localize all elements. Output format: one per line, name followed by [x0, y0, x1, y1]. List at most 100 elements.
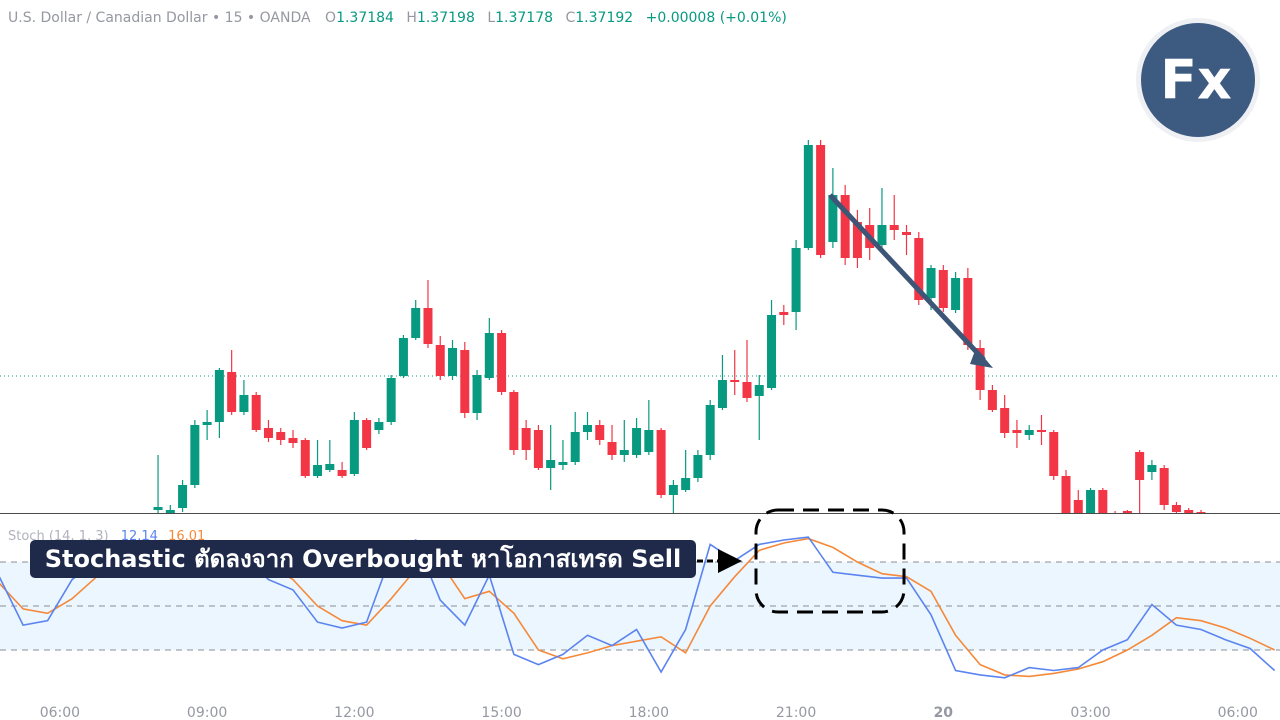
candle-body [558, 462, 568, 465]
candle-body [497, 333, 507, 392]
candle-body [1073, 500, 1083, 513]
candle-body [202, 422, 212, 425]
x-axis: 06:00 09:00 12:00 15:00 18:00 21:00 20 03:00 06:… [40, 705, 1258, 720]
candle-body [877, 225, 887, 245]
logo-text: Fx [1160, 49, 1232, 112]
candle-body [313, 465, 323, 476]
candle-body [693, 455, 703, 478]
trend-arrow-head [970, 348, 993, 368]
x-tick-label: 06:00 [1218, 705, 1258, 720]
candle-body [423, 308, 433, 344]
candle-body [349, 420, 359, 474]
highlight-box [754, 508, 906, 614]
candle-body [656, 430, 666, 495]
candle-body [902, 232, 912, 235]
candle-body [1012, 430, 1022, 433]
header: U.S. Dollar / Canadian Dollar • 15 • OAN… [8, 10, 787, 26]
candle-body [1024, 430, 1034, 435]
x-tick-label: 20 [934, 705, 954, 720]
candle-body [337, 470, 347, 476]
candle-body [1061, 476, 1071, 513]
candle-body [975, 348, 985, 390]
candle-body [374, 422, 384, 430]
candle-body [1098, 490, 1108, 513]
symbol: U.S. Dollar / Canadian Dollar • 15 • OAN… [8, 10, 311, 26]
candle-body [987, 390, 997, 410]
candle-body [263, 428, 273, 438]
candle-body [521, 428, 531, 450]
candle-body [448, 348, 458, 376]
open: 1.37184 [336, 10, 394, 26]
candle-body [914, 238, 924, 300]
candle-body [1086, 490, 1096, 513]
close-label: C [565, 10, 575, 26]
candle-body [509, 392, 519, 450]
candle-body [717, 380, 727, 408]
candle-body [214, 370, 224, 422]
candle-body [411, 308, 421, 338]
candle-body [963, 278, 973, 345]
candle-body [325, 464, 335, 470]
candle-body [668, 485, 678, 495]
low-label: L [487, 10, 495, 26]
close: 1.37192 [575, 10, 633, 26]
x-tick-label: 09:00 [187, 705, 227, 720]
d-value: 16.01 [168, 529, 205, 544]
candle-body [1122, 511, 1132, 513]
stoch-title: Stoch (14, 1, 3) [8, 529, 109, 544]
candle-body [386, 378, 396, 422]
candle-body [190, 425, 200, 485]
candle-body [1159, 468, 1169, 505]
high-label: H [406, 10, 417, 26]
candle-body [1036, 430, 1046, 432]
candle-body [938, 270, 948, 308]
x-tick-label: 03:00 [1070, 705, 1110, 720]
candle-body [276, 432, 286, 440]
candle-body [644, 430, 654, 452]
x-tick-label: 21:00 [776, 705, 816, 720]
candle-body [288, 438, 298, 443]
candle-body [153, 507, 163, 510]
candle-body [607, 442, 617, 455]
candle-body [889, 225, 899, 230]
candle-body [595, 425, 605, 440]
candle-body [533, 430, 543, 468]
candle-body [767, 315, 777, 388]
candle-body [632, 428, 642, 455]
candle-body [435, 345, 445, 376]
x-tick-label: 06:00 [40, 705, 80, 720]
candle-body [1135, 452, 1145, 480]
candle-body [1000, 408, 1010, 433]
candle-body [619, 450, 629, 455]
price-pane [0, 140, 1280, 513]
candle-body [828, 195, 838, 242]
candle-body [730, 380, 740, 382]
trend-arrow [828, 193, 986, 362]
callout-text: Stochastic ตัดลงจาก Overbought หาโอกาสเท… [45, 544, 681, 573]
candle-body [362, 420, 372, 448]
candle-body [791, 248, 801, 312]
candle-body [1171, 505, 1181, 512]
candle-body [803, 145, 813, 248]
open-label: O [325, 10, 336, 26]
k-value: 12.14 [121, 529, 158, 544]
candle-body [1049, 432, 1059, 476]
candle-body [754, 385, 764, 396]
stoch-legend: Stoch (14, 1, 3) 12.14 16.01 [8, 529, 205, 544]
candle-body [681, 478, 691, 490]
high: 1.37198 [417, 10, 475, 26]
candle-body [227, 372, 237, 412]
callout-box [30, 540, 696, 578]
candle-body [546, 460, 556, 468]
candle-body [582, 425, 592, 432]
candle-body [742, 382, 752, 398]
candle-body [779, 312, 789, 315]
x-tick-label: 18:00 [629, 705, 669, 720]
candle-body [816, 145, 826, 255]
candle-body [165, 510, 175, 513]
candle-body [1147, 465, 1157, 472]
candle-body [1184, 510, 1194, 513]
candle-body [178, 485, 188, 508]
